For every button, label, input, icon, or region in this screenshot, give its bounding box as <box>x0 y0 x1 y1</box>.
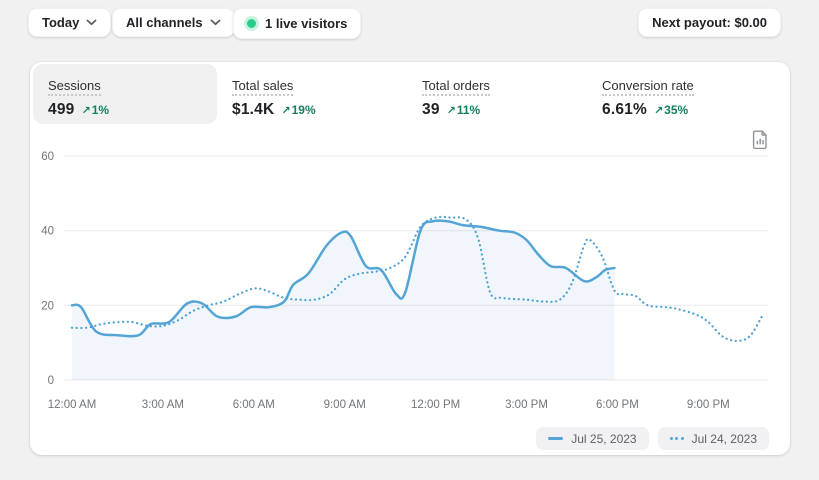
date-range-label: Today <box>42 15 80 30</box>
y-axis-label: 60 <box>41 151 54 163</box>
topbar: Today All channels 1 live visitors Next … <box>0 0 819 45</box>
metric-label: Sessions <box>48 78 101 96</box>
sessions-line-chart[interactable]: 0 20 40 60 12:00 AM 3:00 AM 6:00 AM 9:00 AM 12:0… <box>30 132 790 432</box>
metric-delta-value: 11% <box>456 103 481 117</box>
metric-delta-badge: ↗ 1% <box>81 103 109 117</box>
metric-delta-value: 1% <box>91 103 110 117</box>
metric-delta-badge: ↗ 19% <box>281 103 315 117</box>
channel-filter-button[interactable]: All channels <box>112 8 235 37</box>
metric-label: Conversion rate <box>602 78 694 96</box>
trend-up-icon: ↗ <box>281 105 291 117</box>
channel-filter-label: All channels <box>126 15 203 30</box>
legend-label: Jul 24, 2023 <box>691 431 757 446</box>
metric-label: Total sales <box>232 78 294 96</box>
next-payout-label: Next payout: $0.00 <box>652 15 767 30</box>
series-line-jul-25 <box>70 219 616 338</box>
x-axis-label: 9:00 AM <box>324 399 366 411</box>
x-axis-label: 9:00 PM <box>687 399 730 411</box>
date-range-button[interactable]: Today <box>28 8 112 37</box>
x-axis-label: 6:00 AM <box>233 399 275 411</box>
series-line-jul-24 <box>70 215 764 342</box>
metric-delta-badge: ↗ 35% <box>654 103 688 117</box>
metric-value: 39 <box>422 101 440 118</box>
metric-label: Total orders <box>422 78 490 96</box>
metric-tab-conversion-rate[interactable]: Conversion rate 6.61% ↗ 35% <box>602 64 694 124</box>
chevron-down-icon <box>86 19 97 26</box>
metric-delta-badge: ↗ 11% <box>447 103 481 117</box>
x-axis-label: 3:00 AM <box>142 399 184 411</box>
x-axis-label: 3:00 PM <box>505 399 548 411</box>
metric-tab-sessions[interactable]: Sessions 499 ↗ 1% <box>33 64 217 124</box>
trend-up-icon: ↗ <box>653 105 664 117</box>
chevron-down-icon <box>210 19 220 26</box>
metric-value: $1.4K <box>232 101 275 118</box>
trend-up-icon: ↗ <box>446 105 456 117</box>
trend-up-icon: ↗ <box>81 105 91 117</box>
legend-item-jul-24[interactable]: Jul 24, 2023 <box>657 427 769 450</box>
metric-tab-total-orders[interactable]: Total orders 39 ↗ 11% <box>422 64 490 124</box>
live-visitors-badge[interactable]: 1 live visitors <box>233 8 362 39</box>
legend-item-jul-25[interactable]: Jul 25, 2023 <box>536 427 649 450</box>
live-visitors-label: 1 live visitors <box>265 16 348 31</box>
next-payout-button[interactable]: Next payout: $0.00 <box>638 8 781 37</box>
metric-tab-total-sales[interactable]: Total sales $1.4K ↗ 19% <box>232 64 316 124</box>
dotted-line-swatch-icon <box>669 437 684 440</box>
analytics-card: Sessions 499 ↗ 1% Total sales $1.4K ↗ 19… <box>30 62 790 455</box>
metric-value: 6.61% <box>602 101 647 118</box>
y-axis-label: 0 <box>48 375 54 387</box>
export-report-icon[interactable] <box>752 130 769 149</box>
x-axis-label: 12:00 PM <box>411 399 460 411</box>
x-axis-label: 12:00 AM <box>48 399 97 411</box>
metric-delta-value: 35% <box>664 103 689 117</box>
metric-delta-value: 19% <box>291 103 316 117</box>
y-axis-label: 20 <box>41 300 54 312</box>
y-axis-label: 40 <box>41 226 54 238</box>
solid-line-swatch-icon <box>548 437 564 440</box>
legend-label: Jul 25, 2023 <box>571 431 637 446</box>
live-dot-icon <box>247 19 256 28</box>
series-area-jul-25 <box>72 220 615 380</box>
chart-legend: Jul 25, 2023 Jul 24, 2023 <box>536 427 769 450</box>
x-axis-label: 6:00 PM <box>596 399 639 411</box>
metric-value: 499 <box>48 101 75 118</box>
